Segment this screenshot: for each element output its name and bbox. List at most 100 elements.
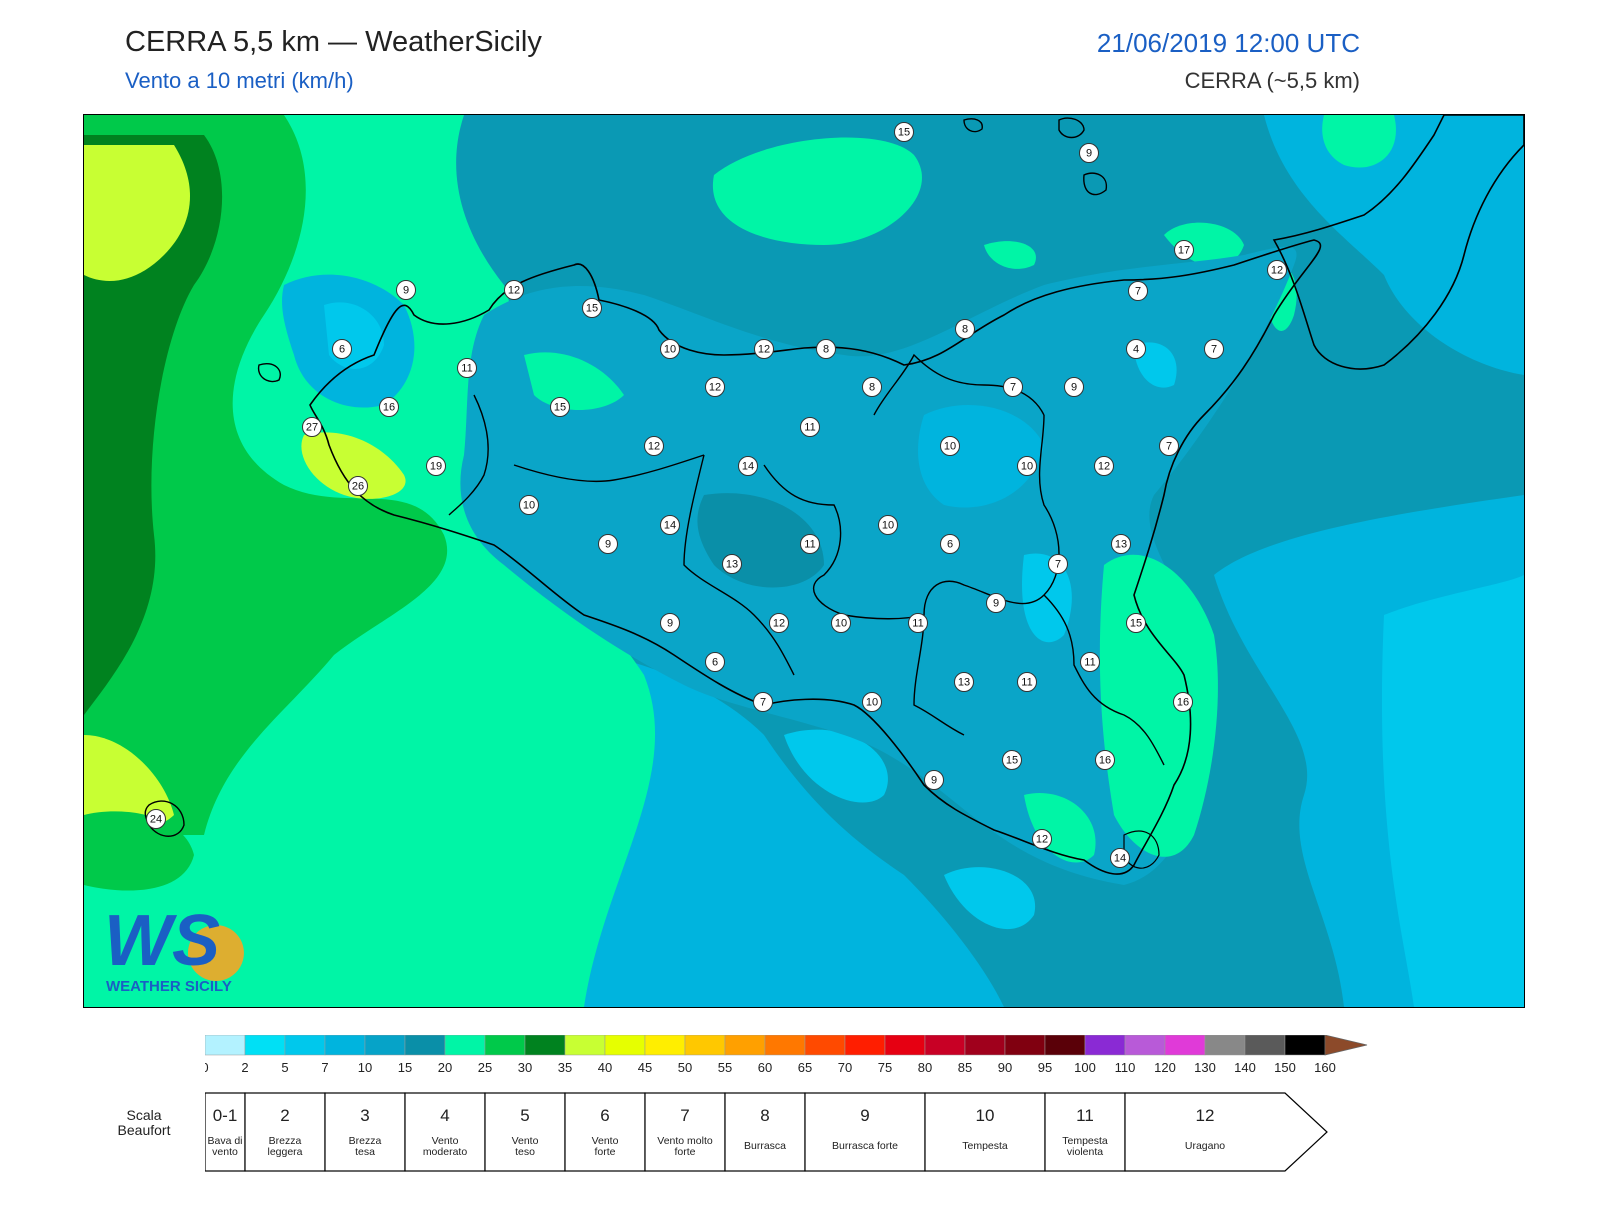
station-value: 17 (1178, 245, 1190, 257)
map-subtitle: Vento a 10 metri (km/h) (125, 68, 354, 93)
station-marker: 6 (940, 534, 960, 554)
colorbar-tick: 90 (998, 1060, 1012, 1075)
zone-palermo-green-2 (543, 364, 584, 406)
colorbar-segment (964, 1034, 1006, 1056)
station-circle (1128, 281, 1148, 301)
colorbar-segment (444, 1034, 486, 1056)
island-pantelleria (144, 800, 185, 837)
beaufort-desc: forte (674, 1146, 695, 1158)
colorbar-segment (1124, 1034, 1166, 1056)
station-marker: 10 (940, 436, 960, 456)
station-circle (1017, 672, 1037, 692)
calabria-coastline (1272, 115, 1524, 370)
station-marker: 9 (1079, 143, 1099, 163)
beaufort-desc: Vento molto (657, 1135, 713, 1147)
station-circle (1159, 436, 1179, 456)
beaufort-number: 7 (680, 1106, 689, 1125)
station-marker: 15 (894, 122, 914, 142)
station-marker: 11 (800, 417, 820, 437)
beaufort-number: 5 (520, 1106, 529, 1125)
beaufort-class: 8 Burrasca (724, 1092, 806, 1172)
station-value: 10 (523, 500, 535, 512)
colorbar-tick: 15 (398, 1060, 412, 1075)
station-circle (1002, 750, 1022, 770)
station-circle (1173, 692, 1193, 712)
logo-sun-icon (187, 925, 244, 981)
station-circle (1032, 829, 1052, 849)
colorbar-segment (1284, 1034, 1326, 1056)
map-title: CERRA 5,5 km — WeatherSicily (125, 26, 542, 58)
station-circle (519, 495, 539, 515)
colorbar-tick: 10 (358, 1060, 372, 1075)
colorbar-segment (324, 1034, 366, 1056)
zone-north-green-small (984, 241, 1036, 269)
station-value: 7 (1135, 286, 1141, 298)
station-circle (379, 397, 399, 417)
border-enna-messina (873, 353, 1045, 416)
wind-field-svg: 15 9 17 12 9 12 15 6 11 16 15 10 12 8 12 8 7 4 7 8 7 9 27 19 26 1… (84, 115, 1524, 1007)
station-marker: 15 (1126, 613, 1146, 633)
colorbar: 0257101520253035404550556065707580859095… (201, 1034, 1368, 1075)
station-marker: 14 (738, 456, 758, 476)
station-circle (862, 692, 882, 712)
station-marker: 12 (754, 339, 774, 359)
beaufort-desc: Tempesta (1062, 1135, 1108, 1147)
beaufort-desc: Bava di (207, 1135, 242, 1147)
colorbar-tick: 110 (1115, 1060, 1136, 1075)
colorbar-segment (484, 1034, 526, 1056)
station-marker: 27 (302, 417, 322, 437)
station-value: 11 (804, 422, 815, 434)
station-circle (302, 417, 322, 437)
station-value: 8 (962, 324, 968, 336)
colorbar-arrow (1324, 1034, 1368, 1056)
zone-trapani-yellow (301, 432, 406, 499)
beaufort-desc: vento (212, 1146, 238, 1158)
station-marker: 16 (1173, 692, 1193, 712)
island-alicudi (1058, 117, 1085, 139)
station-marker: 9 (660, 613, 680, 633)
station-value: 11 (1084, 657, 1095, 669)
sicily-coastline (309, 239, 1322, 875)
station-marker: 13 (1111, 534, 1131, 554)
station-marker: 8 (955, 319, 975, 339)
station-marker: 12 (769, 613, 789, 633)
zone-south-light-2 (944, 867, 1036, 930)
colorbar-segment (684, 1034, 726, 1056)
station-marker: 12 (1094, 456, 1114, 476)
station-marker: 9 (924, 770, 944, 790)
colorbar-tick: 5 (281, 1060, 288, 1075)
station-circle (878, 515, 898, 535)
station-circle (940, 534, 960, 554)
colorbar-tick: 20 (438, 1060, 452, 1075)
station-circle (582, 298, 602, 318)
station-circle (738, 456, 758, 476)
zone-east-light (1381, 575, 1524, 1007)
station-value: 16 (383, 402, 395, 414)
beaufort-desc: teso (515, 1146, 535, 1158)
colorbar-segment (724, 1034, 766, 1056)
station-value: 12 (709, 382, 721, 394)
beaufort-number: 3 (360, 1106, 369, 1125)
zone-northeast (1264, 115, 1524, 375)
station-circle (1204, 339, 1224, 359)
zone-west-yellow (84, 145, 191, 281)
colorbar-tick: 130 (1194, 1060, 1216, 1075)
station-value: 13 (726, 559, 738, 571)
station-value: 7 (1166, 441, 1172, 453)
station-marker: 15 (582, 298, 602, 318)
colorbar-tick: 45 (638, 1060, 652, 1075)
beaufort-class: 12 Uragano (1124, 1092, 1328, 1172)
beaufort-desc: Brezza (269, 1135, 302, 1147)
station-circle (457, 358, 477, 378)
border-agrigento-caltanissetta (683, 454, 795, 676)
logo-letters: WS (104, 901, 220, 981)
station-marker: 12 (705, 377, 725, 397)
station-value: 9 (667, 618, 673, 630)
beaufort-number: 0-1 (213, 1106, 238, 1125)
station-marker: 9 (396, 280, 416, 300)
station-circle (1126, 613, 1146, 633)
station-value: 26 (352, 481, 364, 493)
colorbar-tick: 100 (1074, 1060, 1096, 1075)
